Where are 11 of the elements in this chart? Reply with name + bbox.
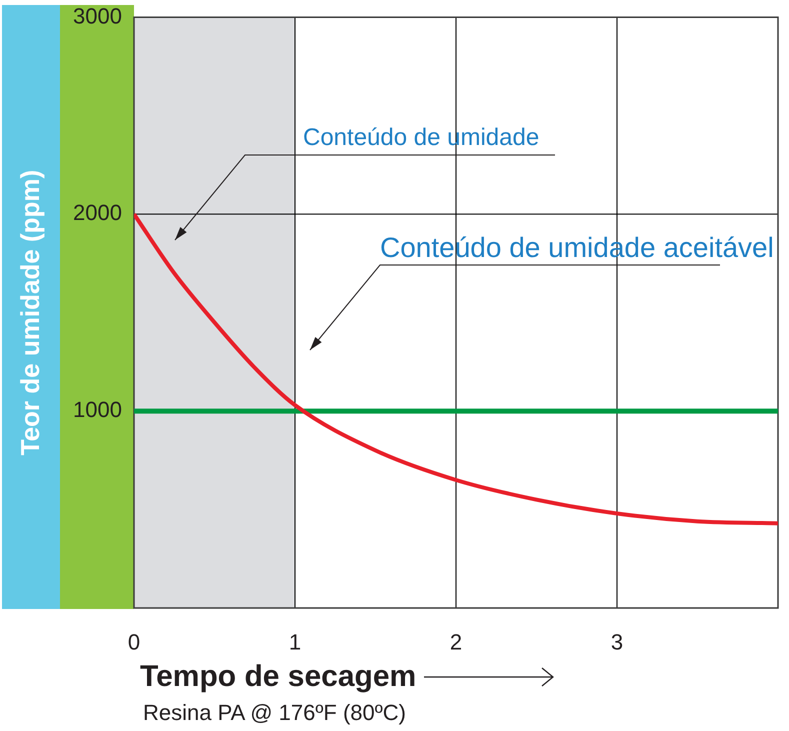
x-tick-label: 3 (610, 629, 624, 654)
x-tick-label: 0 (128, 629, 140, 654)
y-tick-label: 3000 (73, 3, 122, 28)
x-tick-label: 2 (450, 629, 462, 654)
y-tick-label: 1000 (73, 397, 122, 422)
y-tick-label: 2000 (73, 200, 122, 226)
text: Resina PA @ 176ºF (80ºC) (143, 700, 406, 726)
x-tick-label: 1 (288, 629, 302, 654)
x-axis-title: Tempo de secagem (140, 660, 416, 694)
line-series (134, 212, 778, 526)
y-axis-title: Teor de umidade (ppm) (14, 170, 45, 456)
